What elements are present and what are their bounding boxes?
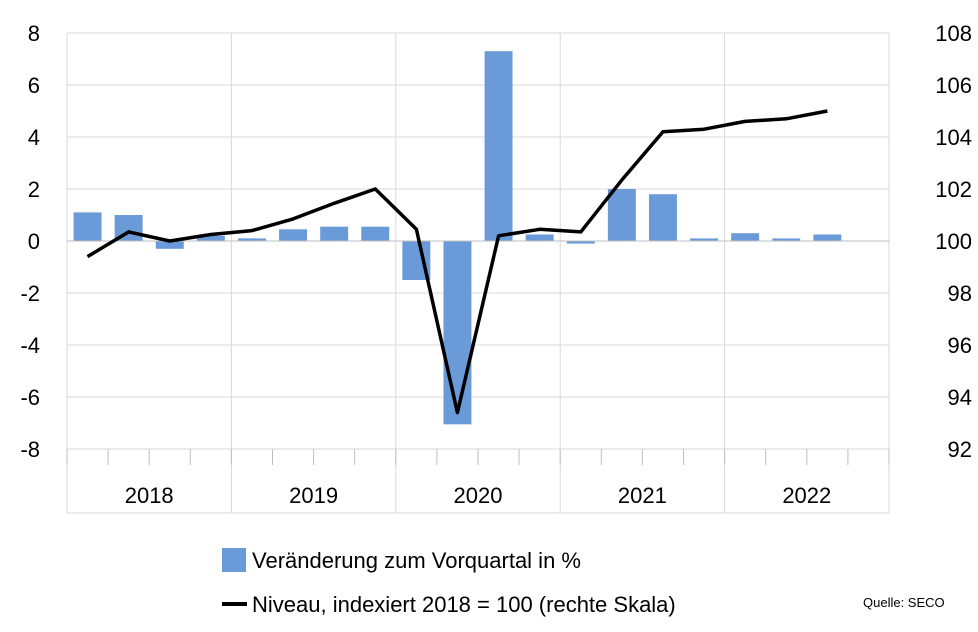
line-series bbox=[86, 109, 828, 415]
year-label: 2019 bbox=[289, 483, 338, 508]
left-tick-label: 4 bbox=[28, 125, 40, 150]
bar bbox=[196, 235, 225, 241]
legend-bar-label: Veränderung zum Vorquartal in % bbox=[252, 548, 581, 573]
legend-line-label: Niveau, indexiert 2018 = 100 (rechte Ska… bbox=[252, 592, 676, 617]
right-tick-label: 100 bbox=[935, 229, 972, 254]
right-tick-label: 96 bbox=[948, 333, 972, 358]
left-tick-label: -6 bbox=[20, 385, 40, 410]
gridlines bbox=[66, 32, 890, 513]
left-tick-label: 8 bbox=[28, 21, 40, 46]
bar bbox=[731, 233, 760, 241]
right-tick-label: 108 bbox=[935, 21, 972, 46]
year-label: 2022 bbox=[782, 483, 831, 508]
bar bbox=[361, 226, 390, 241]
bar bbox=[648, 194, 677, 241]
right-tick-label: 94 bbox=[948, 385, 972, 410]
bar bbox=[155, 241, 184, 249]
bar bbox=[525, 234, 554, 241]
right-tick-label: 98 bbox=[948, 281, 972, 306]
bar bbox=[772, 238, 801, 241]
bar bbox=[73, 212, 102, 241]
left-tick-label: -2 bbox=[20, 281, 40, 306]
year-label: 2020 bbox=[454, 483, 503, 508]
bar bbox=[607, 189, 636, 241]
bar bbox=[813, 234, 842, 241]
axes bbox=[66, 240, 890, 514]
left-tick-label: 2 bbox=[28, 177, 40, 202]
year-labels: 2018 2019 2020 2021 2022 bbox=[125, 483, 832, 508]
left-tick-label: 0 bbox=[28, 229, 40, 254]
left-tick-label: 6 bbox=[28, 73, 40, 98]
source-note: Quelle: SECO bbox=[863, 595, 945, 610]
year-label: 2018 bbox=[125, 483, 174, 508]
legend-bar-swatch bbox=[222, 548, 246, 572]
right-tick-label: 104 bbox=[935, 125, 972, 150]
bar bbox=[443, 241, 472, 425]
right-axis-tick-labels: 108 106 104 102 100 98 96 94 92 bbox=[935, 21, 972, 462]
bar bbox=[279, 229, 308, 241]
bar bbox=[320, 226, 349, 241]
right-tick-label: 92 bbox=[948, 437, 972, 462]
left-axis-tick-labels: 8 6 4 2 0 -2 -4 -6 -8 bbox=[20, 21, 40, 462]
bar-series bbox=[73, 51, 842, 425]
bar bbox=[566, 241, 595, 244]
bar bbox=[237, 238, 266, 241]
level-line bbox=[86, 109, 828, 415]
bar bbox=[690, 238, 719, 241]
right-tick-label: 106 bbox=[935, 73, 972, 98]
left-tick-label: -4 bbox=[20, 333, 40, 358]
year-label: 2021 bbox=[618, 483, 667, 508]
legend: Veränderung zum Vorquartal in % Niveau, … bbox=[222, 548, 676, 617]
left-tick-label: -8 bbox=[20, 437, 40, 462]
bar bbox=[484, 51, 513, 242]
right-tick-label: 102 bbox=[935, 177, 972, 202]
